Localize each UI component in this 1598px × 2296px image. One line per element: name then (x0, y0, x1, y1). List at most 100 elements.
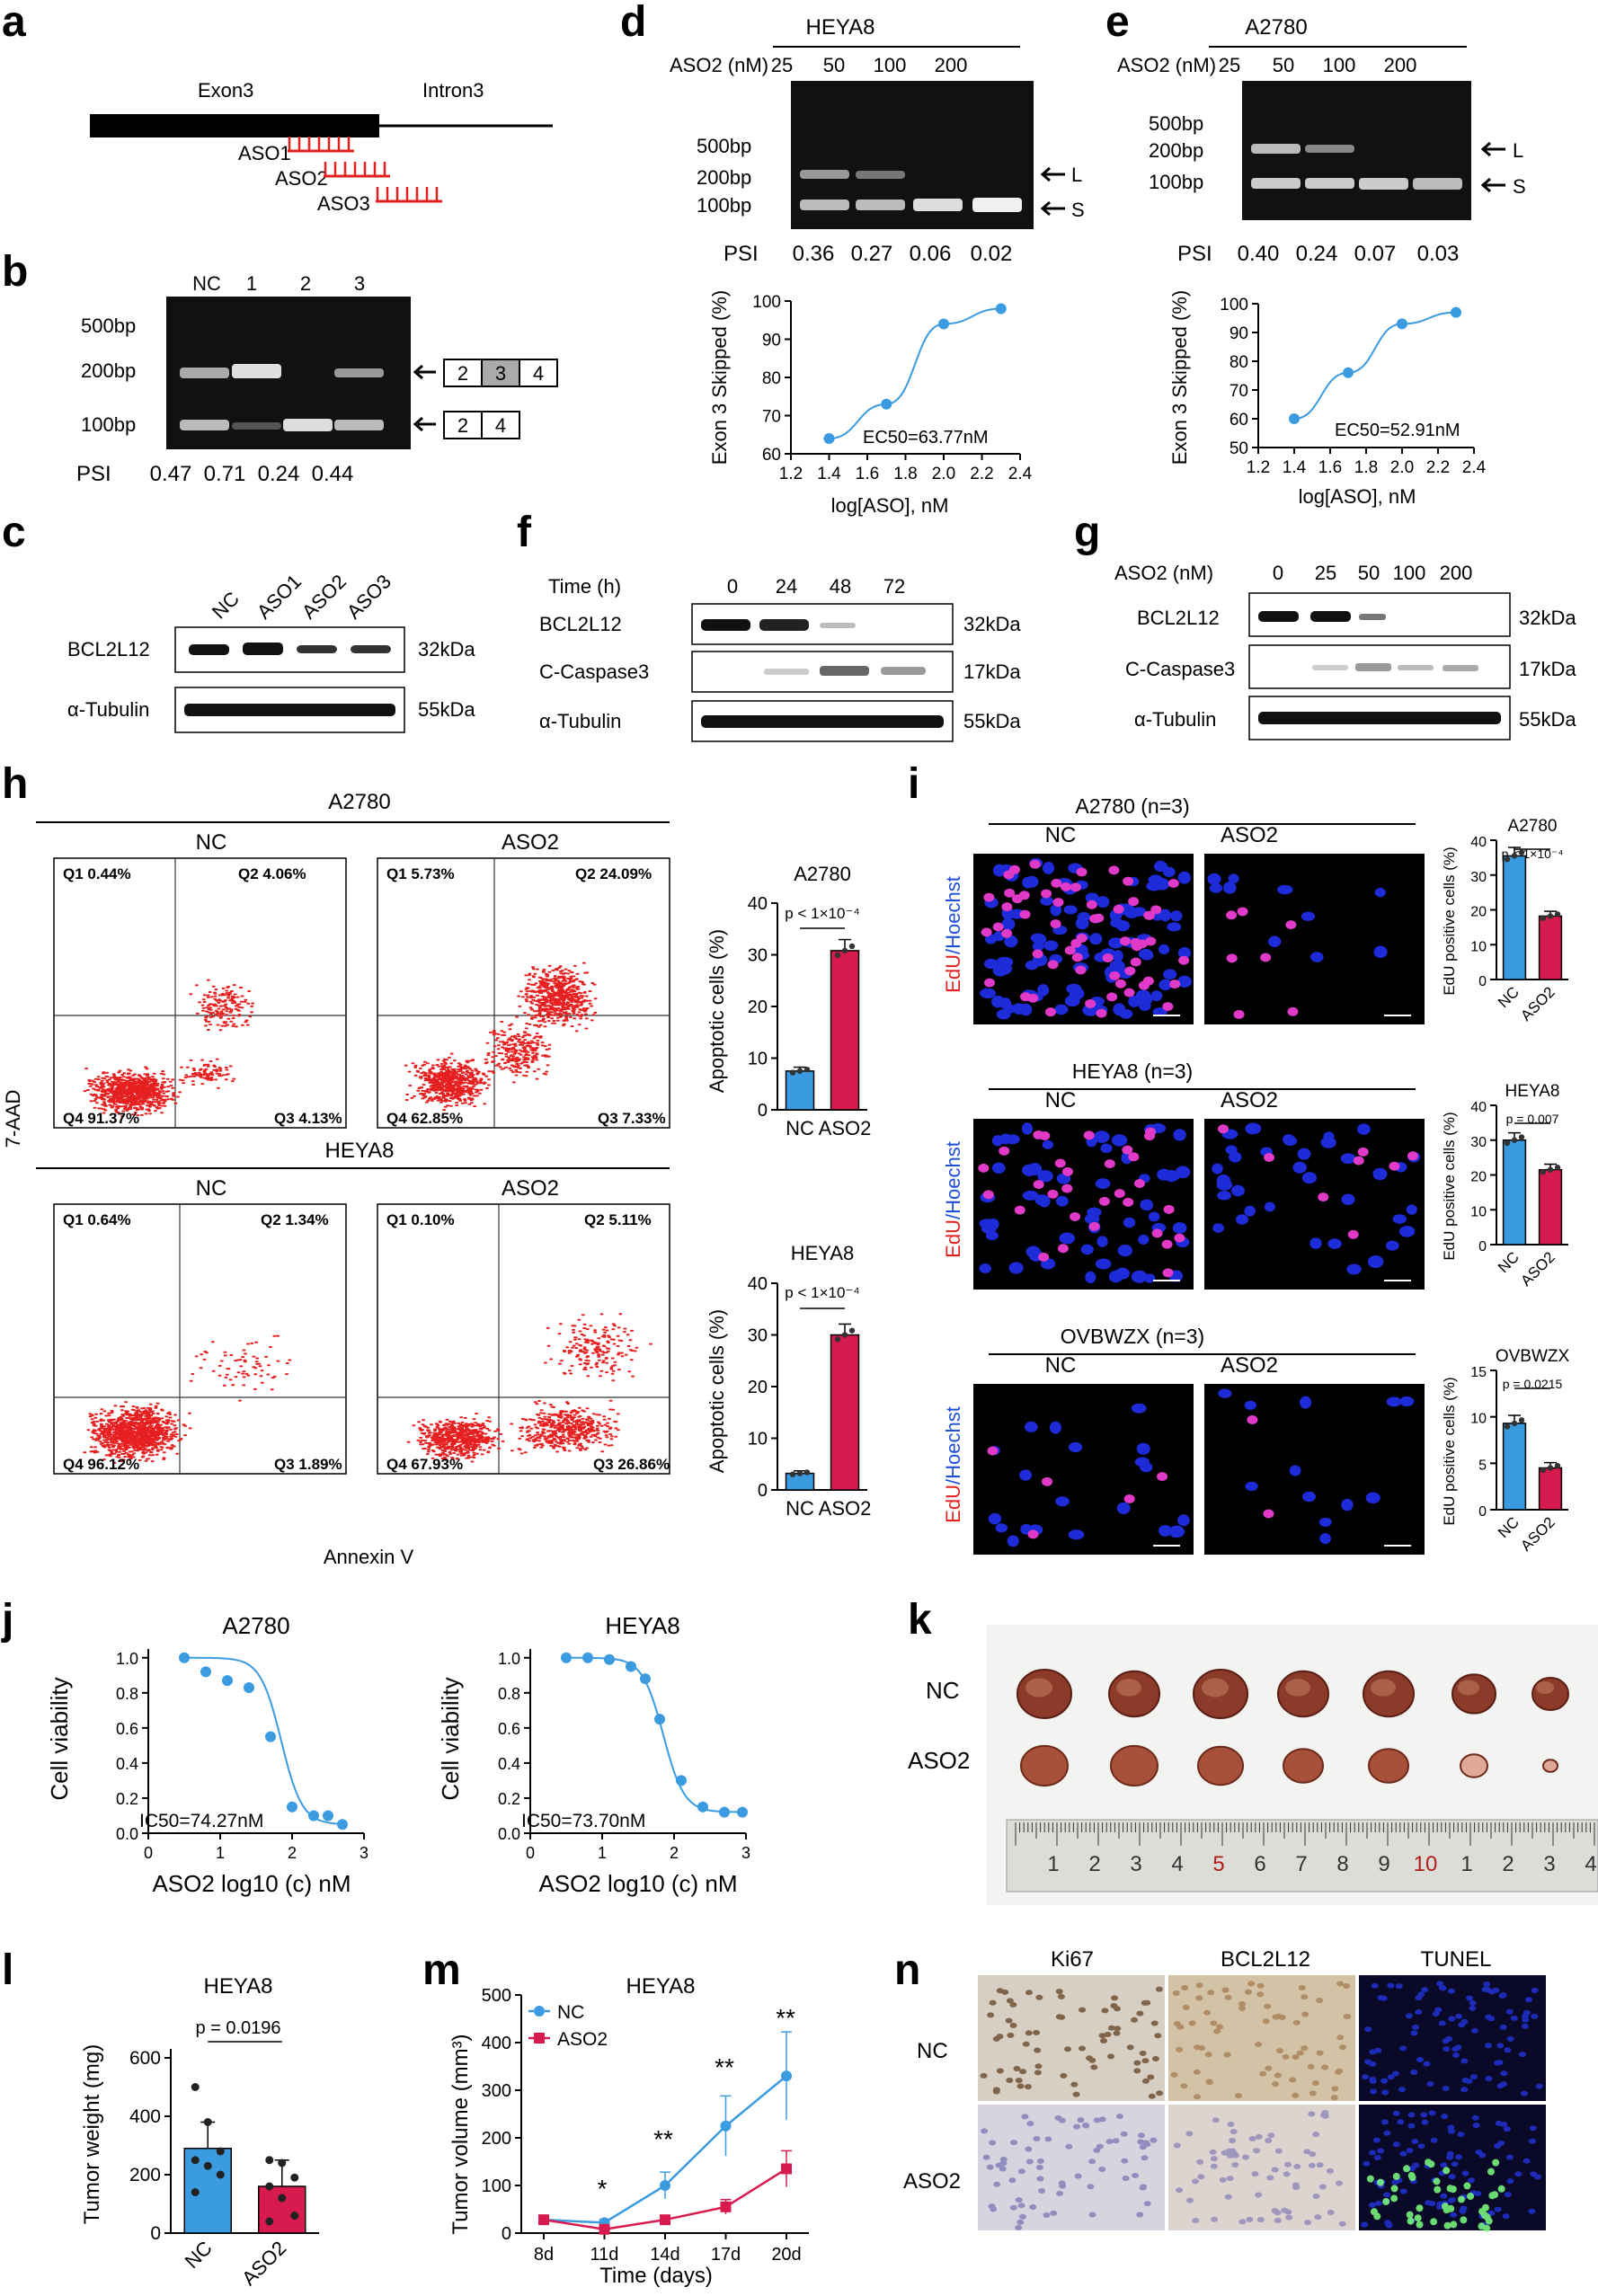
blot-band (764, 669, 809, 675)
y-tick-label: 0.4 (498, 1755, 520, 1773)
panel-m: m HEYA8 Tumor volume (mm³) Time (days) N… (422, 1946, 809, 2288)
data-point (823, 433, 835, 444)
x-axis-label: ASO2 log10 (c) nM (152, 1870, 351, 1897)
time-value: 0 (727, 575, 738, 598)
edu-positive-nucleus (1098, 1196, 1110, 1206)
psi-value: 0.02 (971, 242, 1013, 266)
nucleus (1049, 1421, 1061, 1434)
edu-positive-nucleus (992, 922, 1004, 932)
arrow-icon (1480, 141, 1505, 157)
replicate-point (803, 1469, 811, 1476)
lane-label: NC (192, 272, 221, 295)
edu-positive-nucleus (1157, 1472, 1168, 1482)
x-tick-label: 0 (526, 1844, 535, 1862)
cell-line-title: HEYA8 (806, 15, 875, 40)
data-point (626, 1661, 636, 1672)
flow-dots (404, 1052, 496, 1112)
nucleus (1162, 969, 1177, 980)
replicate-point (1547, 913, 1554, 919)
blot-band (1355, 663, 1391, 671)
nucleus (1319, 1533, 1331, 1545)
arrow-icon (413, 416, 436, 432)
stain-label: EdU/Hoechst (942, 1141, 964, 1258)
nucleus (1154, 860, 1167, 871)
blot-band (1258, 712, 1501, 724)
nucleus (1095, 1178, 1111, 1189)
edu-positive-nucleus (1233, 1009, 1245, 1019)
flow-plot-heya8-nc: Q1 0.64% Q2 1.34% Q4 96.12% Q3 1.89% (53, 1203, 347, 1475)
nucleus (1164, 1169, 1179, 1183)
nucleus (1059, 1232, 1075, 1245)
nucleus (1066, 983, 1082, 994)
data-point (697, 1801, 708, 1813)
edu-positive-nucleus (1018, 891, 1030, 900)
panel-letter-e: e (1105, 0, 1130, 46)
ruler-ticks: 1 2 3 4 5 6 7 8 9 10 1 2 3 4 (1015, 1822, 1597, 1876)
nucleus (1341, 1193, 1355, 1205)
nucleus (1001, 918, 1016, 931)
nucleus (1218, 1388, 1232, 1398)
nucleus (1327, 1238, 1342, 1249)
edu-positive-nucleus (1108, 865, 1120, 875)
group-label: ASO2 (1221, 1088, 1278, 1113)
data-point (1289, 413, 1300, 424)
tumor-aso2 (1020, 1744, 1069, 1787)
edu-positive-nucleus (1060, 882, 1071, 891)
nucleus (1136, 993, 1153, 1006)
nucleus (1300, 1396, 1312, 1409)
edu-positive-nucleus (1264, 1153, 1275, 1163)
replicate-point (1511, 853, 1518, 859)
blot-row-label: C-Caspase3 (539, 660, 649, 683)
blot-band (759, 619, 809, 631)
edu-positive-nucleus (1163, 1204, 1175, 1214)
panel-b: b NC 1 2 3 500bp 200bp 100bp 2 3 4 2 4 P… (2, 248, 558, 486)
significance-star: ** (776, 2004, 795, 2032)
nucleus (1017, 1004, 1031, 1015)
bar-title: HEYA8 (1505, 1082, 1560, 1101)
data-point (676, 1775, 687, 1786)
nucleus (1019, 1469, 1033, 1481)
exon-box (481, 359, 520, 387)
nucleus (1406, 1204, 1417, 1215)
nucleus (1277, 884, 1293, 895)
time-value: 48 (830, 575, 851, 598)
flow-plot-heya8-aso2: Q1 0.10% Q2 5.11% Q4 67.93% Q3 26.86% (377, 1203, 670, 1475)
nucleus (1043, 940, 1059, 952)
nucleus (1367, 1255, 1384, 1269)
bar (258, 2185, 306, 2234)
nucleus (1095, 1258, 1112, 1270)
lane-label: ASO1 (253, 570, 306, 623)
gel-band (232, 422, 281, 430)
nucleus (1113, 1003, 1126, 1016)
y-tick-label: 0.8 (116, 1685, 138, 1703)
edu-positive-nucleus (1237, 907, 1248, 917)
nucleus (1096, 1236, 1108, 1247)
data-point (222, 1675, 233, 1687)
edu-positive-nucleus (1106, 992, 1118, 1002)
edu-positive-nucleus (982, 1190, 994, 1200)
y-tick-label: 30 (748, 1326, 768, 1346)
ruler-number: 1 (1047, 1852, 1059, 1876)
row-title: OVBWZX (n=3) (1061, 1325, 1204, 1348)
replicate-point (834, 952, 841, 959)
psi-label: PSI (76, 462, 111, 486)
cell-line-title: A2780 (328, 790, 390, 814)
y-tick-label: 10 (1470, 1412, 1487, 1427)
nucleus (1374, 887, 1386, 898)
ruler-number: 6 (1254, 1852, 1265, 1876)
ruler-number: 9 (1378, 1852, 1389, 1876)
nucleus (1212, 1163, 1223, 1175)
edu-positive-nucleus (1178, 955, 1190, 965)
y-tick-label: 40 (748, 894, 768, 914)
data-point (323, 1810, 333, 1822)
y-axis-label: Tumor volume (mm³) (448, 2034, 473, 2234)
psi-value: 0.07 (1354, 242, 1397, 266)
edu-positive-nucleus (1161, 1239, 1173, 1249)
y-tick-label: 0 (502, 2224, 511, 2244)
group-label: ASO2 (1221, 1353, 1278, 1378)
marker-label: 100bp (1149, 171, 1203, 193)
arrow-icon (1040, 200, 1065, 217)
edu-positive-nucleus (984, 978, 996, 988)
nucleus (1037, 984, 1050, 997)
